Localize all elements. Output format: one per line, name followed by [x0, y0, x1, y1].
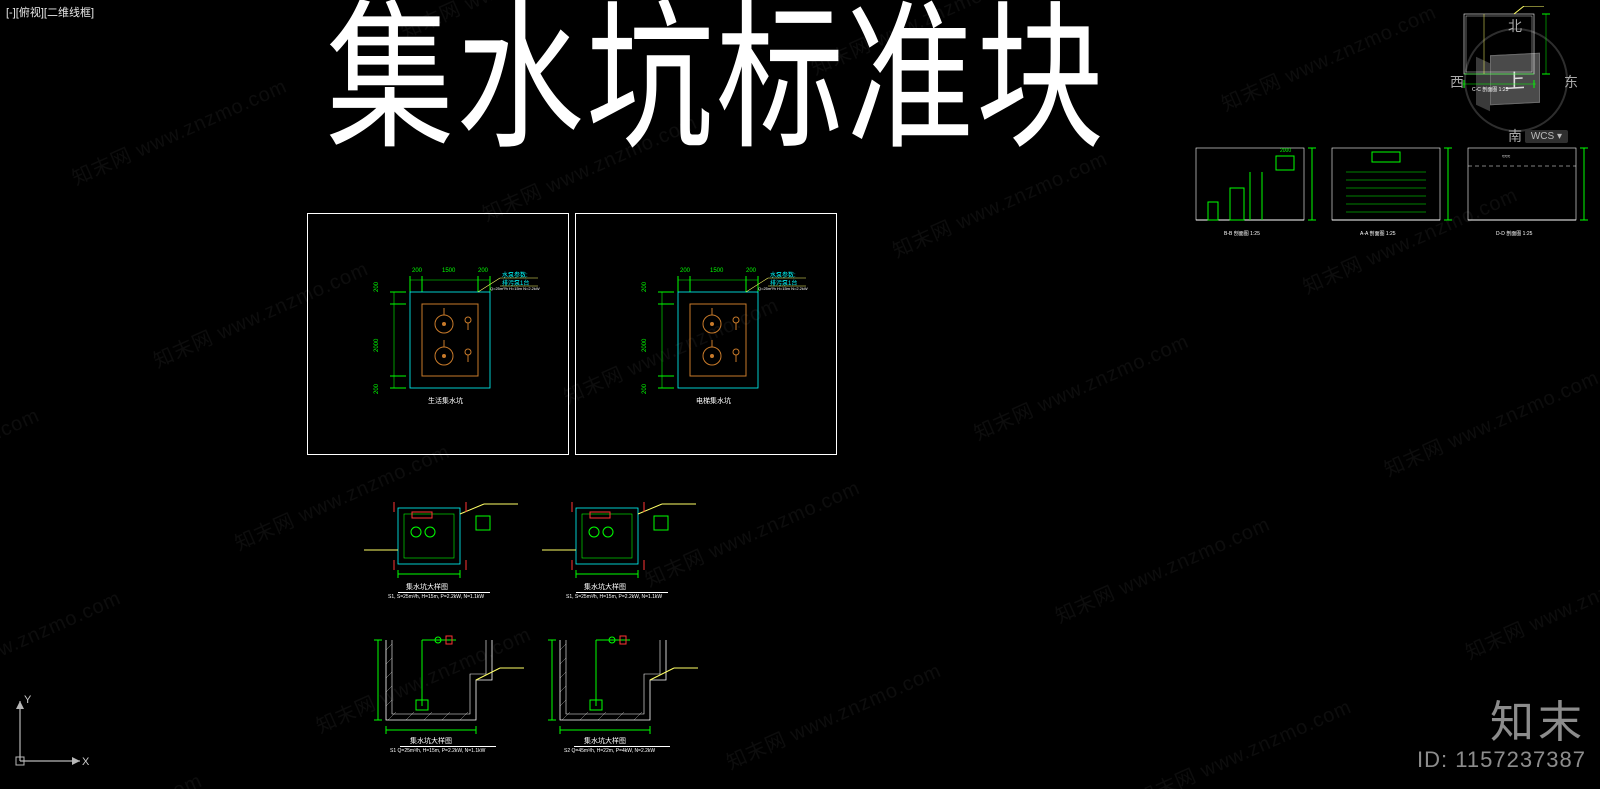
brand-id: ID: 1157237387 — [1417, 747, 1586, 773]
section-title: A-A 剖面图 1:25 — [1360, 230, 1396, 237]
sump-plan-a: 200 1500 200 200 2000 200 水泵参数: 排污泵1台 Q=… — [370, 268, 540, 438]
sump-detail-plan-1: 集水坑大样图 S1, S=25m³/h, H=15m, P=2.2kW, N=1… — [358, 498, 528, 608]
dim: 200 — [478, 268, 488, 274]
view-title: 集水坑大样图 — [410, 736, 452, 746]
title-underline — [574, 746, 670, 747]
svg-text:≈≈≈: ≈≈≈ — [1502, 154, 1510, 160]
title-underline — [400, 746, 496, 747]
view-subtitle: S1 Q=25m³/h, H=15m, P=2.2kW, N=1.1kW — [390, 748, 485, 754]
brand-name: 知末 — [1417, 701, 1586, 745]
section-title: C-C 剖面图 1:25 — [1472, 86, 1508, 93]
leader-text: Q=25m³/h H=15m N=2.2kW — [490, 286, 540, 291]
sump-detail-plan-2: 集水坑大样图 S1, S=25m³/h, H=15m, P=2.2kW, N=1… — [536, 498, 706, 608]
watermark-cell: 知末网 www.znzmo.com — [0, 112, 55, 441]
title-underline — [576, 592, 668, 593]
dim: 200 — [746, 268, 756, 274]
section-c-c: C-C 剖面图 1:25 — [1454, 6, 1574, 96]
cad-model-viewport[interactable]: 知末网 www.znzmo.com知末网 www.znzmo.com知末网 ww… — [0, 0, 1600, 789]
dim: 2000 — [642, 339, 648, 352]
view-subtitle: S2 Q=45m³/h, H=22m, P=4kW, N=2.2kW — [564, 748, 655, 754]
plan-caption: 电梯集水坑 — [696, 396, 731, 406]
sump-plan-b: 200 1500 200 200 2000 200 水泵参数: 排污泵1台 Q=… — [638, 268, 808, 438]
dim: 1500 — [710, 268, 723, 274]
watermark-cell: 知末网 www.znzmo.com — [1038, 586, 1448, 789]
svg-text:2000: 2000 — [1280, 148, 1291, 154]
section-d-d: ≈≈≈ D-D 剖面图 1:25 — [1462, 142, 1592, 242]
plan-caption: 生活集水坑 — [428, 396, 463, 406]
dim: 200 — [642, 282, 648, 292]
watermark-cell: 知末网 www.znzmo.com — [1286, 257, 1600, 586]
ucs-icon[interactable]: X Y — [10, 691, 90, 771]
section-a-a: A-A 剖面图 1:25 — [1326, 142, 1456, 242]
view-title: 集水坑大样图 — [584, 582, 626, 592]
section-title: B-B 剖面图 1:25 — [1224, 230, 1260, 237]
dim: 200 — [642, 384, 648, 394]
sump-section-2: 集水坑大样图 S2 Q=45m³/h, H=22m, P=4kW, N=2.2k… — [540, 620, 700, 760]
watermark-cell: 知末网 www.znzmo.com — [875, 221, 1285, 550]
ucs-y-label: Y — [24, 694, 32, 706]
dim: 200 — [412, 268, 422, 274]
watermark-cell: 知末网 www.znzmo.com — [709, 732, 1119, 789]
section-title: D-D 剖面图 1:25 — [1496, 230, 1532, 237]
watermark-cell: 知末网 www.znzmo.com — [0, 294, 136, 623]
dim: 200 — [374, 384, 380, 394]
drawing-title-text: 集水坑标准块 — [326, 0, 1106, 160]
ucs-x-label: X — [82, 756, 90, 768]
watermark-cell: 知末网 www.znzmo.com — [957, 403, 1367, 732]
leader-text: Q=25m³/h H=15m N=2.2kW — [758, 286, 808, 291]
section-c-c-svg — [1454, 6, 1574, 96]
dim: 2000 — [374, 339, 380, 352]
view-subtitle: S1, S=25m³/h, H=15m, P=2.2kW, N=1.1kW — [566, 594, 662, 600]
dim: 200 — [680, 268, 690, 274]
watermark-brand-overlay: 知末 ID: 1157237387 — [1417, 701, 1586, 773]
sump-section-1: 集水坑大样图 S1 Q=25m³/h, H=15m, P=2.2kW, N=1.… — [366, 620, 526, 760]
section-b-b: 2000 B-B 剖面图 1:25 — [1190, 142, 1320, 242]
dim: 1500 — [442, 268, 455, 274]
dim: 200 — [374, 282, 380, 292]
title-underline — [398, 592, 490, 593]
viewport-controls-label[interactable]: [-][俯视][二维线框] — [6, 4, 94, 20]
view-title: 集水坑大样图 — [406, 582, 448, 592]
view-subtitle: S1, S=25m³/h, H=15m, P=2.2kW, N=1.1kW — [388, 594, 484, 600]
view-title: 集水坑大样图 — [584, 736, 626, 746]
